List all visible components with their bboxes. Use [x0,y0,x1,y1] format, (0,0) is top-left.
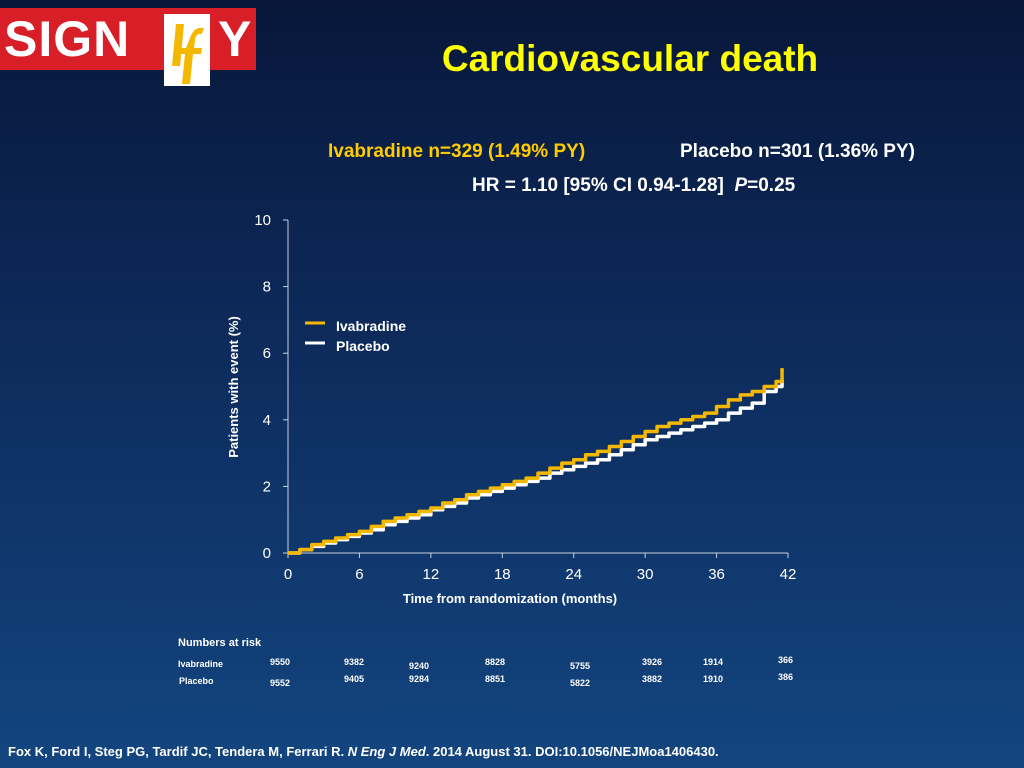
y-tick-label: 2 [263,478,271,495]
citation-authors: Fox K, Ford I, Steg PG, Tardif JC, Tende… [8,744,348,759]
risk-table-title: Numbers at risk [178,637,262,649]
risk-cell: 1914 [703,657,724,667]
legend-label-placebo: Placebo [336,338,390,354]
x-tick-label: 30 [637,566,654,583]
risk-cell: 9405 [344,674,365,684]
risk-cell: 1910 [703,674,724,684]
risk-cell: 9550 [270,657,291,667]
y-tick-label: 0 [263,545,271,562]
risk-cell: 386 [778,672,794,682]
risk-cell: 5822 [570,678,591,688]
x-tick-label: 42 [780,566,797,583]
signify-logo: SIGN Y [0,8,256,86]
citation-footer: Fox K, Ford I, Steg PG, Tardif JC, Tende… [8,744,719,759]
x-tick-label: 24 [565,566,582,583]
logo-text-left: SIGN [4,11,131,67]
logo-mark-icon [164,14,210,86]
y-tick-label: 10 [254,212,271,229]
x-tick-label: 18 [494,566,511,583]
risk-cell: 366 [778,655,794,665]
page-title: Cardiovascular death [441,38,819,79]
risk-cell: 9382 [344,657,365,667]
legend-label-ivabradine: Ivabradine [336,318,406,334]
y-tick-label: 4 [263,412,271,429]
chart-legend: Ivabradine Placebo [305,318,406,354]
series-line-ivabradine [288,368,784,555]
risk-row-label: Ivabradine [178,659,224,669]
risk-cell: 9552 [270,678,291,688]
y-tick-label: 8 [263,279,271,296]
p-label: P [734,175,748,196]
risk-cell: 3882 [642,674,663,684]
citation-rest: . 2014 August 31. DOI:10.1056/NEJMoa1406… [425,744,719,759]
placebo-stat: Placebo n=301 (1.36% PY) [680,141,915,162]
x-axis-title: Time from randomization (months) [403,591,617,606]
risk-cell: 3926 [642,657,663,667]
y-tick-label: 6 [263,345,271,362]
x-tick-label: 6 [355,566,363,583]
risk-cell: 9240 [409,661,430,671]
risk-cell: 8828 [485,657,506,667]
x-tick-label: 36 [708,566,725,583]
ivabradine-stat: Ivabradine n=329 (1.49% PY) [328,141,586,162]
logo-text-right: Y [218,11,253,67]
p-value: =0.25 [747,175,796,196]
hazard-ratio-stat: HR = 1.10 [95% CI 0.94-1.28] P=0.25 [472,175,795,197]
x-tick-label: 0 [284,566,292,583]
chart-lines [288,368,784,555]
risk-cell: 5755 [570,661,591,671]
citation-journal: N Eng J Med [347,744,426,759]
hr-text: HR = 1.10 [95% CI 0.94-1.28] [472,175,724,196]
risk-cell: 8851 [485,674,506,684]
risk-row-label: Placebo [179,676,214,686]
risk-cell: 9284 [409,674,430,684]
y-axis-title: Patients with event (%) [226,316,241,458]
series-line-placebo [288,379,784,555]
x-tick-label: 12 [423,566,440,583]
